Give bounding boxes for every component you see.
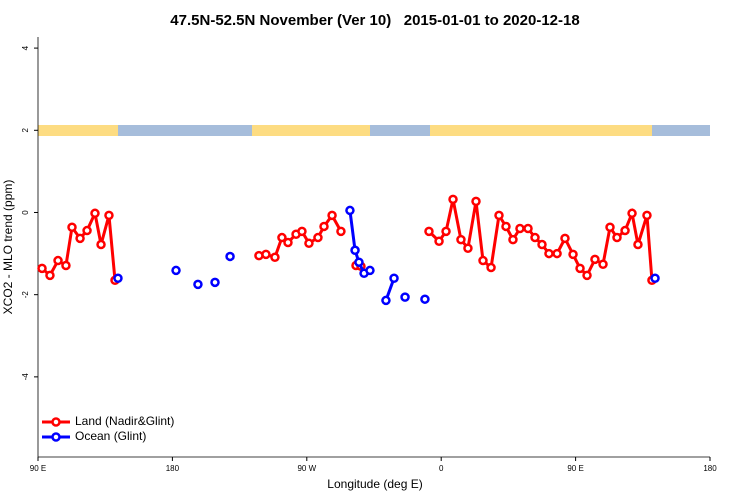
x-axis-label: Longitude (deg E): [327, 477, 422, 491]
data-point: [354, 257, 364, 267]
data-point: [90, 208, 100, 219]
y-axis-label: XCO2 - MLO trend (ppm): [1, 180, 15, 315]
x-tick-label: 90 W: [297, 464, 316, 473]
data-point: [530, 232, 540, 243]
y-tick-label: 4: [21, 45, 30, 50]
chart-title: 47.5N-52.5N November (Ver 10) 2015-01-01…: [170, 12, 579, 29]
legend-label: Ocean (Glint): [75, 429, 146, 443]
y-tick-label: -4: [21, 373, 30, 381]
data-point: [75, 233, 85, 244]
data-point: [283, 237, 293, 248]
data-point: [471, 196, 481, 207]
land-band: [430, 125, 652, 136]
data-point: [560, 233, 570, 244]
data-point: [171, 265, 181, 276]
data-point: [104, 210, 114, 221]
land-ocean-strip: [38, 125, 710, 136]
data-point: [389, 273, 399, 283]
legend-marker: [51, 432, 61, 442]
data-point: [627, 208, 637, 219]
data-point: [304, 238, 314, 249]
data-point: [575, 263, 585, 274]
data-point: [605, 222, 615, 233]
land-band: [252, 125, 370, 136]
data-point: [297, 226, 307, 237]
data-point: [53, 255, 63, 266]
data-point: [515, 223, 525, 234]
data-point: [620, 225, 630, 236]
data-point: [612, 232, 622, 243]
data-point: [350, 245, 360, 256]
ocean-band: [370, 125, 430, 136]
data-point: [270, 252, 280, 263]
data-point: [327, 210, 337, 221]
data-point: [261, 249, 271, 260]
data-point: [463, 243, 473, 253]
data-point: [434, 236, 444, 246]
y-tick-label: 2: [21, 128, 30, 133]
data-point: [67, 222, 77, 233]
x-tick-label: 180: [703, 464, 717, 473]
data-point: [400, 292, 410, 302]
ocean-band: [652, 125, 710, 136]
data-point: [544, 248, 554, 259]
legend-label: Land (Nadir&Glint): [75, 414, 174, 428]
data-point: [61, 260, 71, 271]
data-point: [523, 223, 533, 234]
data-point: [441, 226, 451, 237]
data-point: [82, 225, 92, 236]
data-point: [210, 277, 220, 288]
data-point: [420, 294, 430, 304]
x-tick-label: 0: [439, 464, 444, 473]
data-point: [598, 259, 608, 270]
data-point: [552, 248, 562, 259]
data-point: [345, 205, 355, 216]
data-point: [424, 226, 434, 237]
data-point: [277, 232, 287, 243]
data-point: [45, 270, 55, 281]
data-point: [365, 265, 375, 276]
data-point: [590, 254, 600, 265]
y-tick-label: 0: [21, 210, 30, 215]
data-point: [456, 234, 466, 245]
x-tick-label: 90 E: [567, 464, 583, 473]
data-point: [225, 251, 235, 262]
data-point: [448, 194, 458, 205]
data-point: [313, 232, 323, 243]
data-point: [193, 279, 203, 290]
data-point: [336, 226, 346, 237]
data-point: [486, 262, 496, 273]
data-point: [642, 210, 652, 221]
data-point: [650, 273, 660, 283]
data-point: [113, 273, 123, 283]
x-tick-label: 90 E: [30, 464, 46, 473]
legend-marker: [51, 417, 61, 427]
data-point: [501, 221, 511, 232]
data-point: [537, 239, 547, 250]
data-point: [568, 249, 578, 260]
data-point: [96, 239, 106, 250]
data-point: [478, 255, 488, 266]
data-point: [508, 234, 518, 245]
land-band: [38, 125, 118, 136]
y-tick-label: -2: [21, 291, 30, 299]
ocean-band: [118, 125, 252, 136]
data-point: [582, 270, 592, 281]
data-point: [494, 210, 504, 221]
data-point: [37, 263, 47, 274]
data-point: [633, 239, 643, 250]
data-point: [319, 221, 329, 232]
data-point: [381, 295, 391, 306]
x-tick-label: 180: [166, 464, 180, 473]
